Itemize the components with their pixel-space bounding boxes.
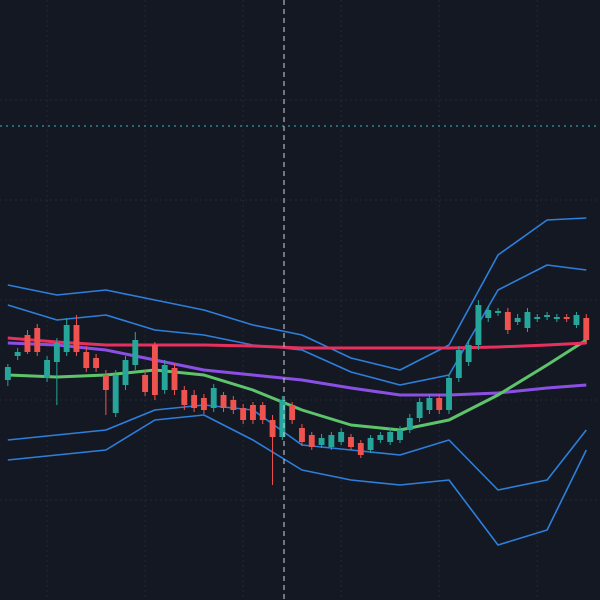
candle-body: [299, 428, 305, 442]
candles: [4, 300, 590, 485]
candle-body: [279, 400, 286, 437]
candle-body: [573, 315, 580, 325]
candle-body: [387, 432, 394, 442]
candle-body: [495, 311, 501, 313]
candle-body: [563, 317, 570, 319]
indicator-line: [7, 264, 587, 386]
candle-body: [436, 398, 443, 410]
candle-body: [250, 405, 256, 420]
candle-body: [200, 398, 207, 410]
candle-body: [553, 317, 560, 319]
candle-body: [534, 317, 541, 319]
candle-body: [122, 360, 129, 385]
candle-body: [230, 400, 237, 410]
candle-body: [446, 378, 452, 410]
candle-body: [504, 312, 511, 330]
candle-body: [269, 420, 276, 437]
candle-body: [220, 395, 227, 408]
indicator-line: [7, 336, 587, 350]
candle-body: [191, 395, 198, 408]
indicator-line: [7, 217, 587, 371]
candle-body: [142, 375, 149, 392]
candle-body: [73, 325, 80, 352]
candle-body: [416, 402, 423, 418]
candle-body: [259, 405, 266, 420]
candle-body: [161, 365, 168, 390]
candle-body: [485, 310, 492, 318]
candle-body: [4, 367, 11, 380]
candle-body: [63, 325, 70, 352]
candle-body: [544, 315, 550, 317]
candle-body: [475, 305, 482, 345]
candle-body: [132, 340, 139, 365]
candle-body: [406, 418, 413, 430]
candle-body: [93, 358, 100, 368]
candle-body: [348, 437, 354, 447]
candle-body: [44, 360, 50, 378]
candle-body: [34, 328, 41, 352]
candle-body: [524, 312, 531, 328]
candle-body: [367, 438, 374, 450]
candle-body: [514, 318, 521, 322]
candle-body: [24, 335, 31, 352]
candle-body: [53, 343, 60, 362]
candle-body: [308, 435, 315, 447]
candle-body: [181, 390, 188, 405]
candle-body: [397, 430, 403, 440]
candle-body: [289, 405, 296, 420]
candle-body: [338, 432, 345, 442]
candle-body: [583, 318, 590, 340]
candle-body: [240, 408, 247, 420]
candle-body: [377, 435, 384, 440]
candle-body: [102, 375, 109, 390]
candle-body: [357, 443, 364, 455]
candle-body: [426, 398, 433, 410]
candle-body: [83, 352, 90, 368]
candle-body: [455, 350, 462, 378]
candle-body: [171, 368, 178, 390]
candle-body: [112, 375, 119, 413]
indicator-line: [7, 414, 588, 546]
candle-body: [210, 388, 217, 408]
candle-body: [318, 438, 325, 445]
indicator-line: [7, 341, 587, 397]
candle-body: [151, 345, 158, 395]
candle-body: [465, 345, 472, 362]
candle-body: [328, 435, 335, 447]
candle-body: [14, 352, 21, 356]
